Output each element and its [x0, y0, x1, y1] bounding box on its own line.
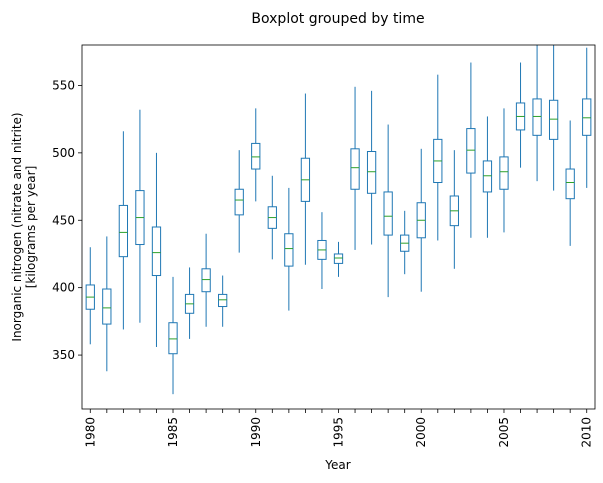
box-1996: [350, 86, 360, 250]
box-1997: [366, 90, 377, 245]
y-axis: 350 400 450 500 550: [52, 78, 82, 362]
box-1988: [218, 275, 228, 327]
y-tick-label: 500: [52, 146, 75, 160]
iqr-box: [350, 148, 360, 190]
iqr-box: [118, 204, 129, 258]
box-1995: [333, 241, 344, 277]
iqr-box: [482, 160, 493, 193]
iqr-box: [383, 191, 393, 236]
y-tick-label: 350: [52, 348, 75, 362]
box-2010: [582, 47, 592, 188]
box-1998: [383, 124, 393, 298]
box-1993: [300, 93, 311, 265]
x-axis: 1980 1985 1990 1995 2000 2005 2010: [83, 409, 594, 448]
iqr-box: [366, 151, 377, 194]
x-tick-label: 2000: [414, 417, 428, 448]
box-1991: [267, 175, 277, 260]
y-axis-label-group: Inorganic nitrogen (nitrate and nitrite)…: [10, 112, 38, 341]
box-1986: [184, 267, 195, 339]
x-tick-label: 2005: [497, 417, 511, 448]
y-tick-label: 450: [52, 213, 75, 227]
iqr-box: [234, 188, 244, 216]
box-1992: [284, 187, 294, 311]
box-1980: [85, 247, 95, 345]
chart-title: Boxplot grouped by time: [251, 11, 424, 27]
box-1985: [168, 276, 178, 395]
box-2005: [499, 108, 509, 233]
iqr-box: [565, 168, 575, 200]
iqr-box: [201, 268, 211, 293]
x-axis-label: Year: [324, 458, 350, 472]
box-1989: [234, 150, 244, 253]
box-2008: [548, 45, 559, 191]
iqr-box: [168, 322, 178, 355]
box-2007: [532, 45, 542, 182]
iqr-box: [532, 98, 542, 136]
box-2000: [416, 148, 426, 292]
box-1982: [118, 131, 129, 330]
iqr-box: [499, 156, 509, 190]
iqr-box: [218, 293, 228, 308]
y-axis-label-line2: [kilograms per year]: [24, 166, 38, 289]
box-2004: [482, 116, 493, 238]
iqr-box: [548, 99, 559, 140]
y-axis-label-line1: Inorganic nitrogen (nitrate and nitrite): [10, 112, 24, 341]
iqr-box: [102, 288, 112, 325]
iqr-box: [284, 233, 294, 267]
y-tick-label: 400: [52, 281, 75, 295]
iqr-box: [582, 98, 592, 136]
y-tick-label: 550: [52, 78, 75, 92]
x-tick-label: 1995: [332, 417, 346, 448]
x-tick-label: 1990: [249, 417, 263, 448]
iqr-box: [251, 142, 261, 170]
boxes-layer: [85, 45, 592, 395]
box-2009: [565, 120, 575, 246]
iqr-box: [466, 128, 476, 174]
iqr-box: [333, 253, 344, 264]
box-1984: [151, 152, 162, 347]
x-tick-label: 1985: [166, 417, 180, 448]
box-2006: [515, 62, 526, 168]
x-tick-label: 2010: [580, 417, 594, 448]
iqr-box: [151, 226, 162, 277]
box-1990: [251, 108, 261, 202]
box-1994: [317, 212, 327, 290]
box-1999: [400, 210, 410, 275]
box-2002: [449, 150, 459, 269]
box-1983: [135, 109, 145, 323]
x-tick-label: 1980: [83, 417, 97, 448]
box-1981: [102, 236, 112, 372]
box-1987: [201, 233, 211, 327]
box-2003: [466, 62, 476, 238]
box-2001: [433, 74, 443, 241]
